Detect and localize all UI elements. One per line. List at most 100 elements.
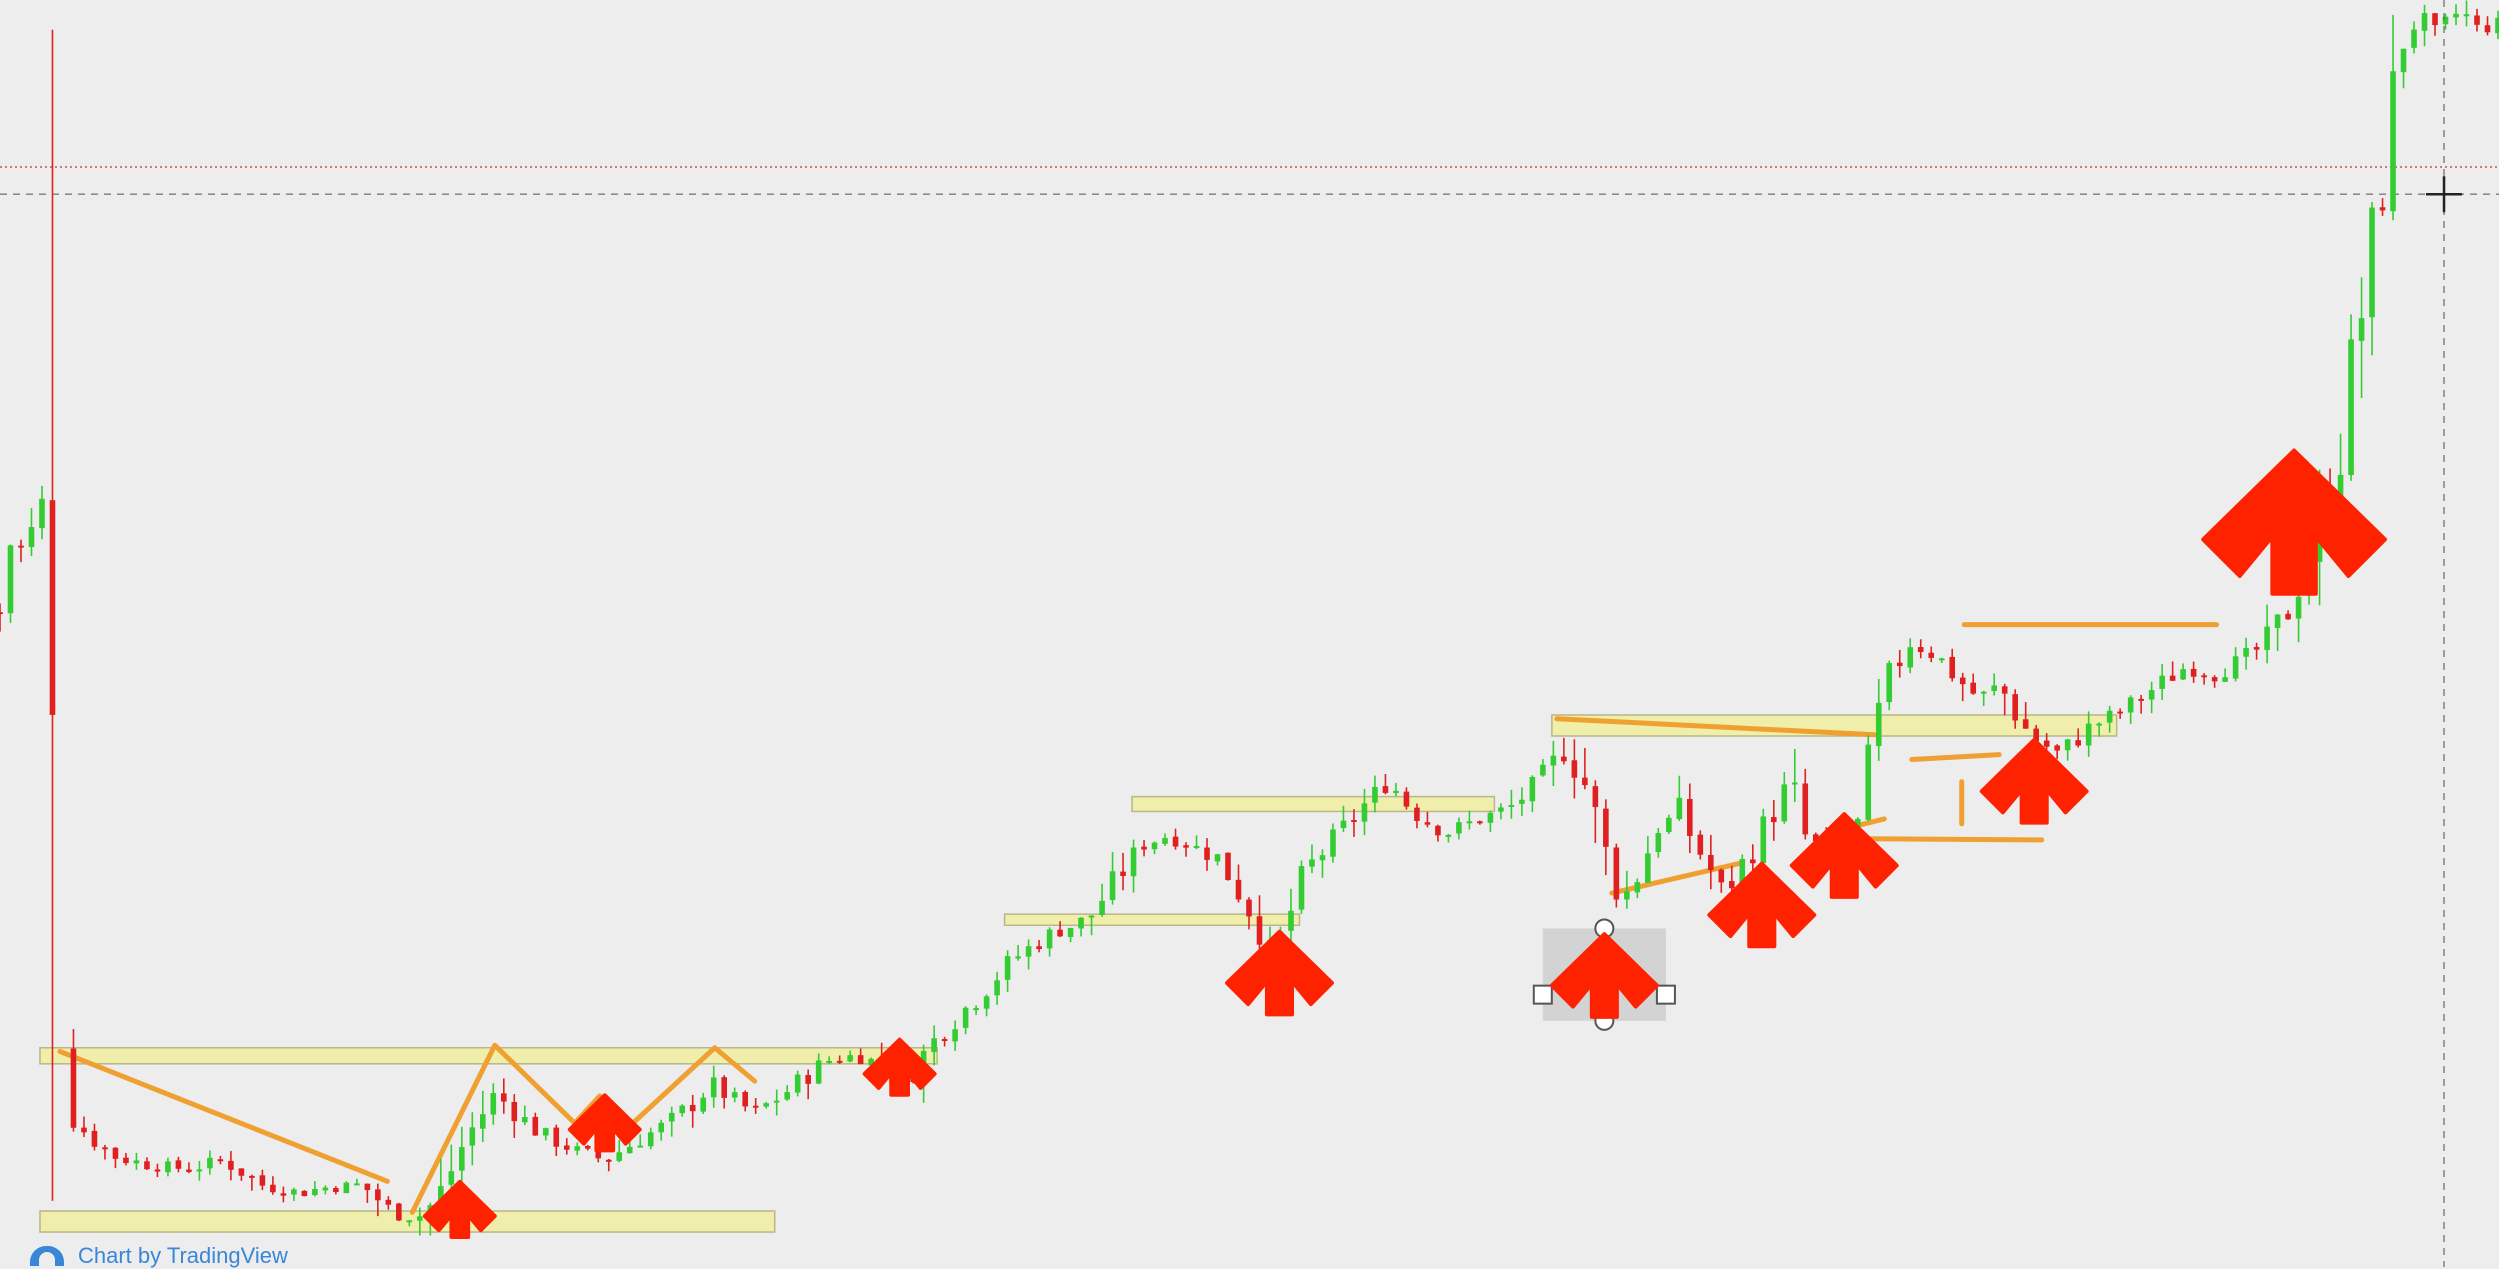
candle-up — [165, 1161, 171, 1173]
candle-up — [1739, 858, 1746, 887]
trend-line — [57, 1048, 390, 1184]
candle-down — [2190, 668, 2197, 677]
candle-up — [1938, 658, 1945, 661]
candle-down — [2285, 613, 2291, 620]
up-arrow-marker — [422, 1179, 497, 1239]
candle-up — [1760, 816, 1767, 864]
candle-down — [2138, 698, 2144, 701]
candle-down — [1256, 916, 1263, 945]
candle-down — [1802, 783, 1809, 835]
candle-up — [2106, 710, 2113, 723]
candle-up — [2295, 596, 2302, 619]
candle-down — [2043, 740, 2050, 747]
candle-up — [2358, 318, 2365, 341]
candle-down — [1896, 662, 1903, 667]
candle-up — [406, 1220, 413, 1223]
candle-up — [815, 1060, 822, 1084]
candle-up — [679, 1105, 686, 1114]
up-arrow-marker — [1789, 812, 1899, 899]
candle-up — [2495, 17, 2499, 34]
candle-down — [553, 1127, 560, 1147]
candle-up — [1088, 915, 1095, 918]
candle-up — [952, 1029, 958, 1042]
candle-down — [1571, 760, 1578, 778]
candle-up — [637, 1145, 644, 1148]
candle-up — [1214, 854, 1221, 862]
candle-up — [1865, 744, 1872, 820]
candle-up — [1193, 846, 1200, 849]
crosshair-layer — [2426, 0, 2463, 1267]
candle-down — [1235, 879, 1242, 900]
candle-up — [1130, 847, 1137, 877]
up-arrow-marker — [1979, 737, 2089, 825]
candle-down — [1561, 756, 1567, 762]
candle-down — [584, 1145, 591, 1149]
up-arrow-marker — [1549, 932, 1659, 1019]
candle-down — [249, 1175, 255, 1178]
candle-down — [752, 1105, 759, 1108]
candle-up — [763, 1103, 769, 1107]
up-arrow-marker — [2201, 448, 2387, 596]
candle-up — [826, 1060, 832, 1063]
candle-up — [1991, 685, 1998, 692]
price-zone — [1131, 795, 1496, 813]
candle-up — [1067, 927, 1074, 938]
candle-down — [1729, 881, 1735, 889]
candle-down — [112, 1147, 119, 1159]
candle-down — [154, 1169, 161, 1172]
candle-down — [1603, 808, 1609, 847]
candle-down — [1718, 869, 1725, 883]
candle-down — [1749, 859, 1756, 864]
horizontal-lines-layer — [0, 166, 2499, 195]
candle-up — [1676, 797, 1683, 820]
candle-up — [1004, 956, 1011, 980]
candle-up — [1498, 807, 1504, 812]
candle-down — [1770, 817, 1777, 823]
trendlines-layer — [57, 622, 2220, 1215]
candle-up — [1099, 900, 1105, 915]
candle-down — [1204, 847, 1210, 860]
candle-up — [1288, 910, 1294, 931]
candle-up — [133, 1160, 140, 1164]
candle-down — [1708, 854, 1714, 871]
candle-down — [1120, 871, 1126, 876]
candle-up — [2243, 648, 2249, 657]
trend-line — [1609, 860, 1742, 896]
candle-up — [28, 527, 35, 548]
candle-up — [1519, 799, 1525, 804]
candle-down — [511, 1101, 518, 1122]
candle-up — [1634, 882, 1641, 893]
candle-down — [238, 1168, 245, 1176]
candle-down — [1917, 647, 1924, 652]
candle-down — [1970, 682, 1977, 694]
candle-up — [973, 1008, 979, 1011]
candle-up — [1372, 786, 1378, 803]
candle-down — [532, 1116, 539, 1136]
candle-down — [595, 1149, 602, 1159]
candle-up — [1791, 782, 1798, 785]
candle-down — [144, 1161, 150, 1170]
candle-up — [2085, 723, 2092, 746]
candle-up — [1645, 853, 1651, 883]
candle-down — [1424, 822, 1431, 825]
candle-up — [626, 1146, 633, 1154]
candle-down — [2432, 13, 2438, 26]
candle-down — [1582, 777, 1588, 786]
candle-up — [1907, 647, 1914, 668]
candle-down — [228, 1160, 234, 1170]
candle-down — [1435, 825, 1441, 836]
chart-credit[interactable]: Chart by TradingView — [30, 1243, 288, 1268]
candles-layer — [0, 0, 2499, 1236]
candle-up — [2369, 207, 2375, 318]
candle-up — [1550, 755, 1557, 766]
candle-down — [1959, 677, 1966, 685]
candle-up — [2348, 339, 2354, 476]
candle-up — [312, 1188, 318, 1196]
candle-down — [2033, 728, 2039, 742]
candle-up — [480, 1114, 486, 1129]
candle-up — [1025, 946, 1032, 957]
candle-down — [333, 1188, 339, 1193]
selection-handle-square — [1655, 984, 1676, 1005]
